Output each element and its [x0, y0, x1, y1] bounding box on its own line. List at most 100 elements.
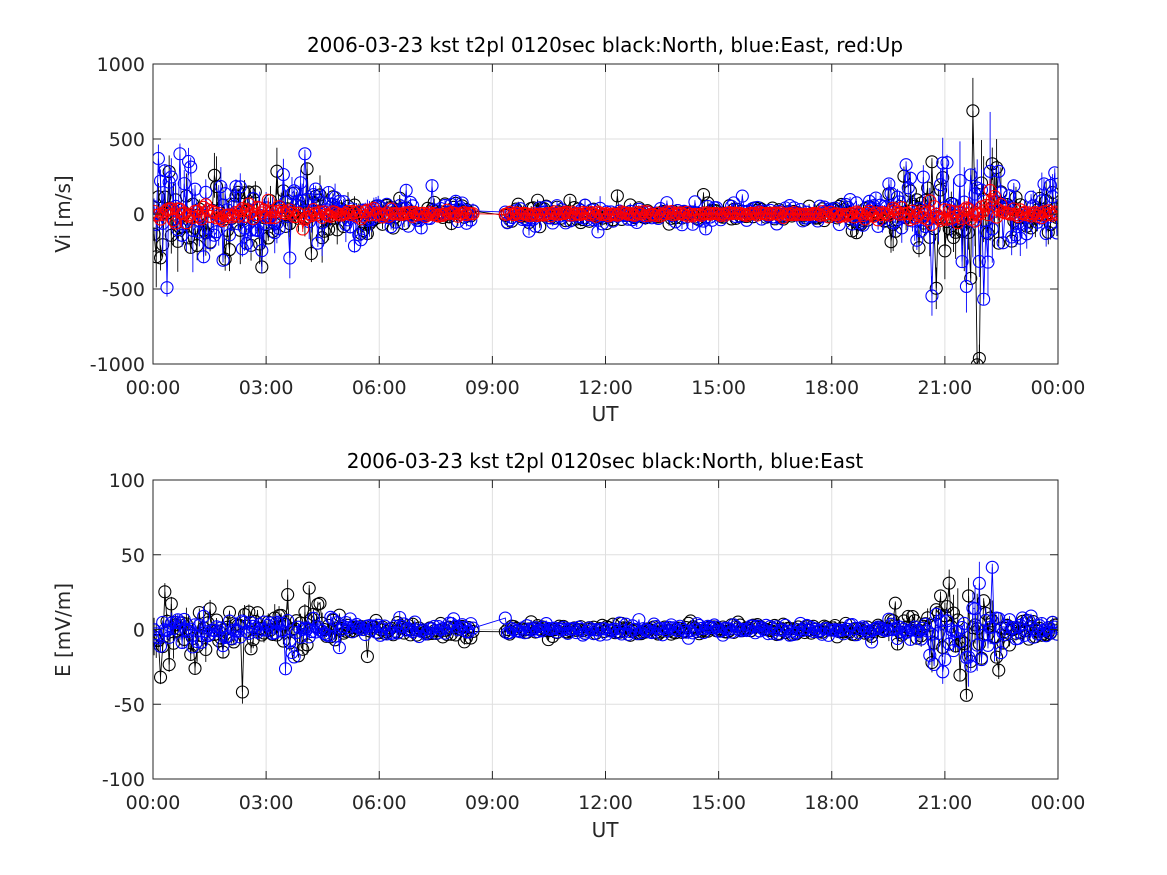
data-point: [1009, 228, 1023, 242]
data-point: [854, 207, 868, 221]
data-point: [421, 207, 435, 221]
data-point: [906, 204, 920, 218]
data-point: [244, 642, 258, 656]
data-point: [612, 616, 627, 630]
data-point: [203, 602, 217, 616]
data-point: [731, 622, 745, 636]
x-tick-label: 12:00: [578, 377, 633, 399]
data-point: [1002, 613, 1017, 627]
data-point: [268, 226, 282, 240]
data-point: [569, 626, 583, 640]
velocity-panel: 00:00 03:00 06:00 09:00 12:00 15:00 18:00 21:00…: [51, 33, 1085, 426]
data-point: [962, 650, 976, 664]
data-point: [886, 623, 900, 637]
data-point: [158, 205, 172, 219]
data-point: [847, 622, 861, 636]
x-tick-label: 03:00: [239, 377, 294, 399]
data-point: [257, 626, 271, 640]
data-point: [199, 642, 213, 657]
data-point: [369, 208, 383, 222]
y-axis-label: E [mV/m]: [51, 583, 75, 677]
data-point: [985, 560, 999, 574]
data-point: [544, 209, 558, 223]
data-point: [968, 214, 982, 228]
data-point: [591, 225, 605, 239]
data-point: [918, 206, 933, 220]
data-point: [425, 179, 439, 193]
data-point: [386, 626, 400, 640]
data-point: [854, 622, 868, 636]
data-point: [925, 289, 939, 303]
data-point: [268, 626, 282, 640]
data-point: [951, 216, 965, 230]
data-point: [893, 207, 907, 221]
data-point: [528, 219, 543, 233]
data-point: [953, 173, 967, 188]
data-point: [858, 212, 872, 226]
data-point: [1011, 631, 1025, 645]
data-point: [929, 281, 943, 295]
data-point: [341, 621, 355, 635]
data-point: [403, 623, 418, 637]
data-point: [541, 206, 555, 220]
data-point: [177, 177, 191, 191]
data-point: [860, 206, 874, 221]
data-point: [914, 632, 928, 646]
data-point: [837, 207, 851, 221]
data-point: [925, 155, 939, 169]
data-point: [914, 224, 928, 238]
x-tick-label: 09:00: [465, 792, 520, 814]
x-tick-label: 15:00: [691, 377, 746, 399]
data-point: [427, 619, 441, 634]
data-point: [190, 635, 204, 649]
data-point: [582, 208, 596, 222]
data-point: [296, 622, 310, 636]
data-point: [153, 204, 161, 218]
data-point: [580, 206, 594, 220]
data-point: [977, 292, 991, 306]
data-point: [675, 621, 689, 635]
data-point: [974, 653, 989, 667]
data-point: [923, 648, 937, 662]
data-point: [925, 627, 939, 641]
data-point: [865, 635, 879, 649]
data-point: [511, 206, 525, 220]
data-point: [169, 216, 183, 230]
series-2: [153, 179, 1058, 236]
data-point: [261, 618, 275, 633]
data-point: [910, 233, 924, 247]
data-point: [300, 162, 314, 176]
x-tick-label: 21:00: [917, 792, 972, 814]
data-point: [895, 625, 909, 639]
data-point: [869, 191, 883, 205]
data-point: [182, 231, 196, 245]
data-point: [890, 205, 905, 219]
data-point: [309, 182, 323, 196]
data-point: [1022, 206, 1036, 220]
data-point: [214, 180, 228, 194]
y-tick-label: -50: [114, 694, 145, 716]
data-point: [931, 211, 945, 226]
data-point: [285, 623, 299, 637]
data-point: [979, 225, 993, 239]
data-point: [294, 630, 308, 644]
data-point: [395, 619, 409, 634]
data-point: [666, 621, 680, 635]
data-point: [987, 189, 1001, 203]
data-point: [442, 207, 456, 221]
data-point: [940, 614, 954, 628]
data-point: [696, 187, 711, 202]
data-point: [207, 228, 221, 242]
data-point: [184, 622, 198, 636]
data-point: [1020, 227, 1034, 241]
data-point: [281, 613, 295, 628]
data-point: [584, 206, 599, 220]
data-point: [369, 625, 383, 639]
data-point: [354, 212, 368, 226]
data-point: [962, 589, 976, 603]
x-tick-label: 18:00: [804, 792, 859, 814]
data-point: [423, 206, 437, 220]
data-point: [373, 207, 387, 221]
y-tick-label: 500: [109, 129, 145, 151]
data-point: [938, 244, 952, 258]
